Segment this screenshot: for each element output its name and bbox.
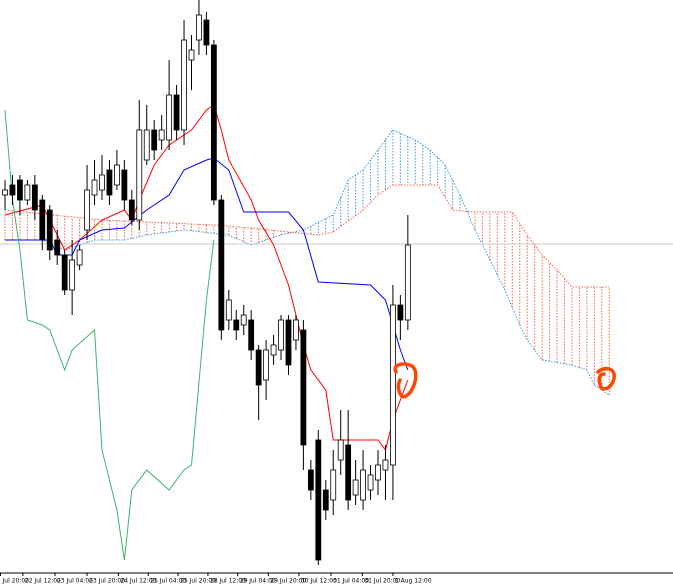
candle-body <box>322 489 329 511</box>
candle-body <box>61 254 68 291</box>
candle-body <box>233 319 240 331</box>
candle-body <box>255 349 262 386</box>
x-tick-label: 23 Jul 20:00 <box>89 578 125 585</box>
candle-body <box>300 329 307 446</box>
candle-body <box>91 179 98 196</box>
candle-body <box>136 129 143 221</box>
candle-body <box>76 249 83 266</box>
annotation-circle <box>596 366 616 391</box>
candle-body <box>218 199 225 331</box>
x-tick-label: 24 Jul 12:00 <box>120 578 156 585</box>
candle-body <box>143 129 150 161</box>
candle-body <box>188 49 195 61</box>
annotation-circle <box>393 362 418 399</box>
candle-body <box>114 164 120 186</box>
candle-body <box>263 349 270 381</box>
x-tick-label: 29 Jul 04:00 <box>240 578 276 585</box>
candle-body <box>31 184 38 211</box>
candle-body <box>315 439 322 561</box>
candle-body <box>2 189 8 196</box>
candle-body <box>166 94 173 141</box>
candle-body <box>382 459 389 471</box>
candle-body <box>352 479 359 496</box>
candle-body <box>9 184 16 196</box>
candle-body <box>39 199 46 241</box>
candle-body <box>270 344 277 356</box>
x-tick-label: 29 Jul 20:00 <box>270 578 306 585</box>
senkou-span-a <box>5 129 610 396</box>
candle-body <box>121 169 128 201</box>
candle-body <box>390 304 396 466</box>
candle-body <box>397 304 404 321</box>
candle-body <box>173 94 180 131</box>
candle-body <box>225 299 232 321</box>
x-tick-label: 22 Jul 12:00 <box>25 578 61 585</box>
candle-body <box>69 259 76 291</box>
candle-body <box>307 469 314 491</box>
x-tick-label: 25 Jul 20:00 <box>180 578 216 585</box>
candle-body <box>404 244 411 321</box>
x-tick-label: Jul 20:00 <box>2 578 30 585</box>
candle-body <box>293 319 299 341</box>
candle-layer <box>2 0 411 565</box>
candle-body <box>337 439 344 461</box>
x-tick-label: 25 Jul 04:00 <box>150 578 186 585</box>
candle-body <box>106 169 113 196</box>
candle-body <box>99 174 105 191</box>
candle-body <box>84 189 90 231</box>
candle-body <box>210 44 217 201</box>
candle-body <box>285 319 292 366</box>
candle-body <box>248 319 255 351</box>
candle-body <box>196 14 202 41</box>
candle-body <box>181 39 187 131</box>
x-tick-label: 23 Jul 04:00 <box>57 578 93 585</box>
x-tick-label: 1 Aug 12:00 <box>395 578 432 585</box>
x-tick-label: 28 Jul 12:00 <box>210 578 246 585</box>
indicator-line <box>5 157 409 371</box>
candle-body <box>203 19 210 46</box>
x-tick-label: 30 Jul 12:00 <box>301 578 337 585</box>
x-tick-label: 31 Jul 04:00 <box>333 578 369 585</box>
candle-body <box>240 314 247 326</box>
cloud-layer <box>4 129 610 396</box>
x-tick-label: 31 Jul 20:00 <box>364 578 400 585</box>
candle-body <box>17 179 23 201</box>
indicator-line <box>4 104 409 452</box>
candle-body <box>151 129 158 151</box>
candle-body <box>375 464 381 481</box>
senkou-span-b <box>4 184 610 288</box>
candle-body <box>128 199 135 221</box>
candle-body <box>54 239 61 256</box>
candle-body <box>330 469 337 501</box>
candle-body <box>46 209 53 251</box>
candle-body <box>278 319 284 351</box>
candle-body <box>367 474 374 491</box>
line-layer <box>0 104 673 561</box>
candle-body <box>24 184 31 201</box>
candle-body <box>345 444 352 501</box>
indicator-line <box>4 109 215 561</box>
candle-body <box>158 129 165 141</box>
candle-body <box>360 469 366 501</box>
